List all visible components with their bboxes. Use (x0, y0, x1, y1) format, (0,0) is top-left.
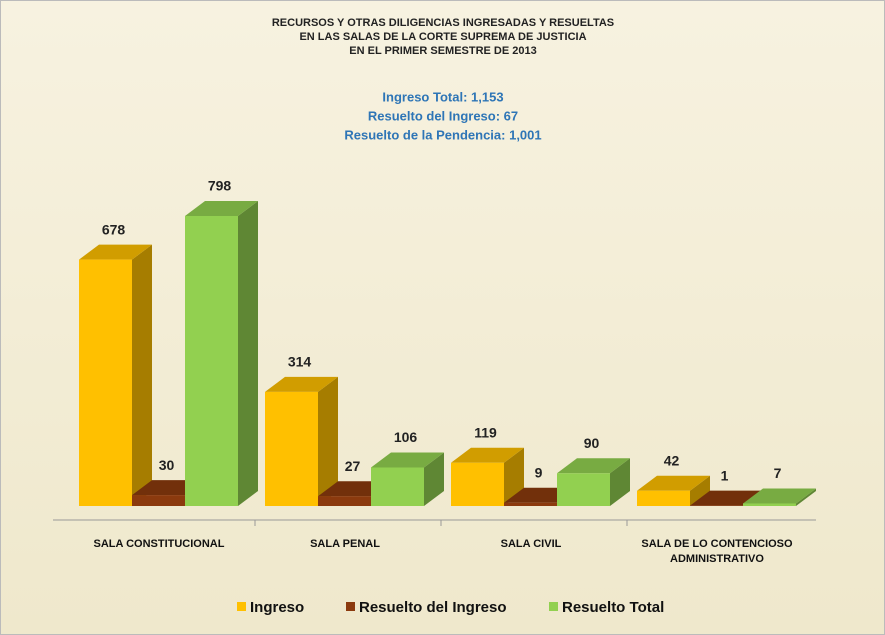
chart-title: RECURSOS Y OTRAS DILIGENCIAS INGRESADAS … (272, 17, 614, 29)
bar (557, 473, 610, 506)
annotation: Ingreso Total: 1,153 (382, 89, 503, 104)
bar (637, 490, 690, 506)
bar-side (238, 201, 258, 506)
bar-top (690, 490, 763, 506)
bar-side (424, 452, 444, 506)
legend-swatch (237, 602, 246, 611)
bar-side (610, 458, 630, 506)
bar-side (318, 376, 338, 506)
legend-label: Resuelto Total (562, 599, 664, 616)
data-label: 798 (208, 178, 232, 194)
bar (132, 495, 185, 506)
annotation: Resuelto del Ingreso: 67 (368, 108, 518, 123)
bar (265, 391, 318, 506)
bar (79, 259, 132, 506)
bar-top (185, 201, 258, 216)
bar-side (132, 244, 152, 507)
data-label: 678 (102, 221, 126, 237)
bar (504, 502, 557, 506)
bar-top (451, 447, 524, 463)
bar-top (265, 376, 338, 392)
legend-swatch (549, 602, 558, 611)
chart-title: EN EL PRIMER SEMESTRE DE 2013 (349, 45, 536, 57)
data-label: 106 (394, 429, 418, 445)
legend-swatch (346, 602, 355, 611)
bar-top (637, 475, 710, 491)
x-tick-label: SALA CONSTITUCIONAL (93, 538, 225, 550)
bar-side (504, 447, 524, 506)
bar-side (796, 488, 816, 506)
bar-top (79, 244, 152, 260)
bar (743, 503, 796, 506)
data-label: 9 (535, 464, 543, 480)
x-tick-label: SALA CIVIL (500, 538, 562, 550)
annotation: Resuelto de la Pendencia: 1,001 (344, 127, 541, 142)
data-label: 314 (288, 354, 312, 370)
data-label: 42 (664, 452, 680, 468)
data-label: 27 (345, 458, 361, 474)
bar (318, 496, 371, 506)
bar-side (690, 475, 710, 506)
legend-label: Resuelto del Ingreso (359, 599, 507, 616)
data-label: 1 (721, 467, 729, 483)
bar-top (371, 452, 444, 468)
data-label: 119 (474, 424, 497, 440)
bar (185, 216, 238, 506)
data-label: 30 (159, 457, 175, 473)
chart-title: EN LAS SALAS DE LA CORTE SUPREMA DE JUST… (299, 31, 586, 43)
bar-top (557, 458, 630, 474)
data-label: 7 (774, 465, 782, 481)
x-tick-label: SALA PENAL (310, 538, 380, 550)
bar (371, 467, 424, 506)
x-tick-label: SALA DE LO CONTENCIOSO ADMINISTRATIVO (641, 538, 793, 565)
data-label: 90 (584, 435, 600, 451)
bar-top (743, 488, 816, 504)
bar (451, 462, 504, 506)
legend-label: Ingreso (250, 599, 304, 616)
